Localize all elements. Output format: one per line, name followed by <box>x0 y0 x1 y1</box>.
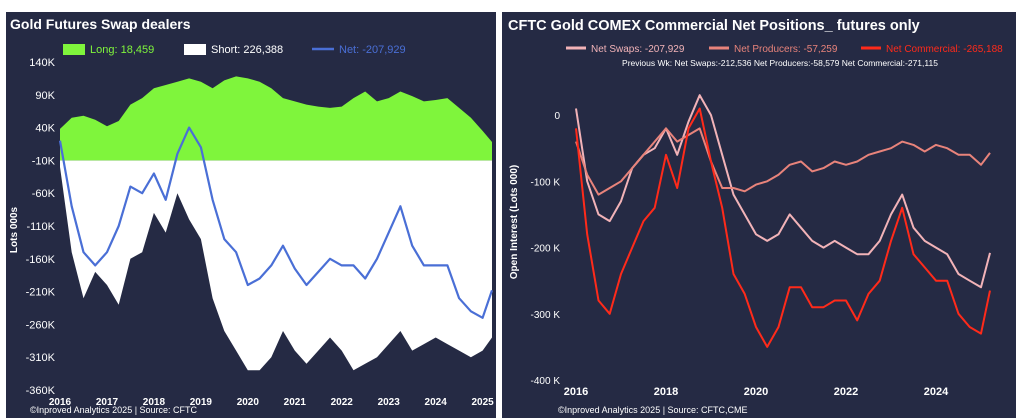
swap-dealers-chart: Gold Futures Swap dealers Long: 18,459 Sh… <box>9 16 494 415</box>
net-producers-line <box>575 127 991 196</box>
x-tick-label: 2020 <box>237 397 260 408</box>
legend-label-net: Net: -207,929 <box>339 44 406 56</box>
commercial-net-chart: CFTC Gold COMEX Commercial Net Positions… <box>508 18 1003 415</box>
legend: Long: 18,459 Short: 226,388 Net: -207,929 <box>63 44 406 56</box>
legend-label-producers: Net Producers: -57,259 <box>734 44 838 55</box>
plot-area <box>58 76 494 371</box>
y-axis-label: Lots 000s <box>9 206 20 253</box>
y-tick-label: -10K <box>32 155 56 167</box>
y-tick-label: -260K <box>26 319 56 331</box>
x-tick-label: 2016 <box>564 386 588 398</box>
legend-swatch-long <box>63 44 85 55</box>
x-tick-label: 2024 <box>924 386 949 398</box>
legend-swatch-short <box>184 44 206 55</box>
y-tick-label: -60K <box>32 188 56 200</box>
y-tick-label: -160K <box>26 254 56 266</box>
chart-title: CFTC Gold COMEX Commercial Net Positions… <box>508 18 920 34</box>
commercial-net-panel: CFTC Gold COMEX Commercial Net Positions… <box>502 12 1016 418</box>
previous-week-subtitle: Previous Wk: Net Swaps:-212,536 Net Prod… <box>622 58 938 68</box>
y-tick-label: -200 K <box>531 244 561 255</box>
y-tick-label: -310K <box>26 352 56 364</box>
x-tick-label: 2025 <box>471 397 494 408</box>
x-tick-label: 2022 <box>331 397 354 408</box>
y-tick-label: -110K <box>26 221 55 233</box>
chart-title: Gold Futures Swap dealers <box>10 16 191 32</box>
x-tick-label: 2018 <box>654 386 678 398</box>
legend-label-commercial: Net Commercial: -265,188 <box>886 44 1003 55</box>
y-tick-label: 90K <box>35 90 55 102</box>
x-tick-label: 2018 <box>143 397 166 408</box>
x-tick-label: 2021 <box>284 397 307 408</box>
y-tick-label: 0 <box>554 111 560 122</box>
x-tick-label: 2019 <box>190 397 213 408</box>
legend-label-long: Long: 18,459 <box>90 44 154 56</box>
legend: Net Swaps: -207,929 Net Producers: -57,25… <box>566 44 1003 55</box>
x-tick-label: 2020 <box>744 386 768 398</box>
y-tick-label: -100 K <box>531 177 561 188</box>
x-tick-label: 2022 <box>834 386 858 398</box>
swap-dealers-panel: Gold Futures Swap dealers Long: 18,459 Sh… <box>6 12 496 418</box>
short-area <box>60 160 492 371</box>
net-swaps-line <box>575 94 991 289</box>
footer-credit: ©Inproved Analytics 2025 | Source: CFTC,… <box>558 405 748 415</box>
y-axis: 0 -100 K -200 K -300 K -400 K <box>531 111 561 387</box>
x-tick-label: 2017 <box>96 397 119 408</box>
y-tick-label: 140K <box>29 57 55 69</box>
footer-credit: ©Inproved Analytics 2025 | Source: CFTC <box>30 405 198 415</box>
net-line <box>58 126 494 319</box>
y-tick-label: -400 K <box>531 376 561 387</box>
y-tick-label: 40K <box>35 123 55 135</box>
x-tick-label: 2016 <box>49 397 72 408</box>
y-tick-label: -300 K <box>531 310 561 321</box>
legend-label-swaps: Net Swaps: -207,929 <box>591 44 685 55</box>
x-tick-label: 2024 <box>425 397 448 408</box>
y-axis-label: Open Interest (Lots 000) <box>509 165 520 279</box>
x-axis: 2016 2017 2018 2019 2020 2021 2022 2023 2024 2025 <box>49 397 494 408</box>
y-tick-label: -360K <box>26 385 56 397</box>
plot-area <box>575 94 991 348</box>
y-axis: 140K 90K 40K -10K -60K -110K -160K -210K -260K -3… <box>26 57 56 397</box>
net-commercial-line <box>575 107 991 348</box>
x-axis: 2016 2018 2020 2022 2024 <box>564 386 949 398</box>
x-tick-label: 2023 <box>378 397 401 408</box>
long-area <box>60 76 492 161</box>
y-tick-label: -210K <box>26 287 56 299</box>
legend-label-short: Short: 226,388 <box>211 44 283 56</box>
